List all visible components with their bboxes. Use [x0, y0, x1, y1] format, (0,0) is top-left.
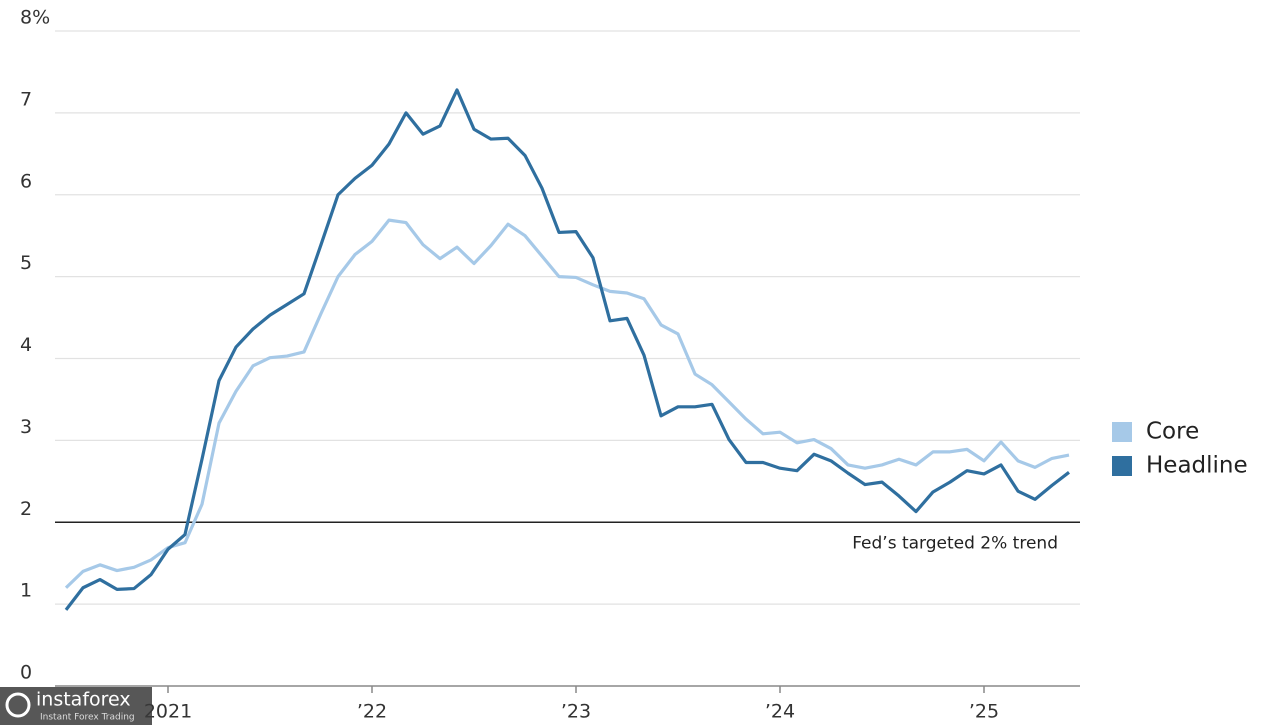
watermark-subtitle: Instant Forex Trading	[40, 713, 135, 723]
series-line	[64, 88, 1070, 611]
y-tick-label: 4	[20, 334, 32, 356]
x-tick-label: ’23	[561, 701, 591, 723]
legend-label: Headline	[1146, 453, 1248, 479]
watermark-icon	[5, 692, 31, 718]
y-tick-label: 8%	[20, 7, 50, 29]
target-label: Fed’s targeted 2% trend	[852, 533, 1058, 553]
y-tick-label: 6	[20, 170, 32, 192]
legend-label: Core	[1146, 419, 1199, 445]
y-tick-label: 1	[20, 580, 32, 602]
x-tick-label: 2021	[144, 701, 192, 723]
legend-swatch	[1112, 422, 1132, 442]
watermark: instaforex Instant Forex Trading	[0, 687, 152, 725]
legend-swatch	[1112, 456, 1132, 476]
watermark-bg	[0, 687, 152, 725]
watermark-title: instaforex	[36, 689, 131, 711]
y-tick-label: 5	[20, 252, 32, 274]
y-tick-label: 7	[20, 88, 32, 110]
y-tick-label: 3	[20, 416, 32, 438]
y-tick-label: 0	[20, 662, 32, 684]
x-tick-label: ’25	[969, 701, 999, 723]
x-tick-label: ’22	[357, 701, 387, 723]
series-line	[64, 218, 1070, 589]
x-tick-label: ’24	[765, 701, 795, 723]
y-tick-label: 2	[20, 498, 32, 520]
